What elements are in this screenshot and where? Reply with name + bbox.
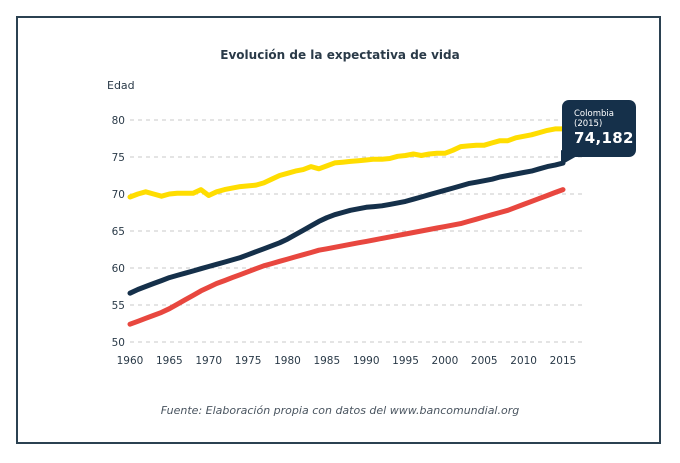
x-tick-label: 2015 <box>550 355 577 367</box>
x-tick-label: 1990 <box>353 355 380 367</box>
series-line-serie-roja <box>127 187 566 327</box>
x-tick-label: 1995 <box>392 355 419 367</box>
tooltip-year: (2015) <box>574 119 603 129</box>
x-tick-label: 1960 <box>117 355 144 367</box>
x-axis-ticks: 1960 1965 1970 1975 1980 1985 1990 1995 2000 2005… <box>117 355 577 367</box>
x-tick-label: 1965 <box>156 355 183 367</box>
y-tick-label: 65 <box>112 226 125 238</box>
series-line-serie-amarilla <box>127 126 566 200</box>
data-tooltip: Colombia (2015) 74,182 <box>562 100 636 157</box>
x-tick-label: 1970 <box>195 355 222 367</box>
y-axis-label: Edad <box>107 79 135 92</box>
x-tick-label: 2005 <box>471 355 498 367</box>
tooltip-country: Colombia <box>574 109 614 119</box>
x-tick-label: 1980 <box>274 355 301 367</box>
source-note: Fuente: Elaboración propia con datos del… <box>160 404 520 417</box>
x-tick-label: 1975 <box>235 355 262 367</box>
chart-title: Evolución de la expectativa de vida <box>220 48 460 62</box>
x-tick-label: 2010 <box>510 355 537 367</box>
series-line-colombia <box>127 160 566 296</box>
y-tick-label: 50 <box>112 337 125 349</box>
x-tick-label: 2000 <box>432 355 459 367</box>
y-tick-label: 55 <box>112 300 125 312</box>
y-axis-ticks: 50 55 60 65 70 75 80 <box>112 115 125 349</box>
tooltip-value: 74,182 <box>574 129 634 147</box>
x-tick-label: 1985 <box>313 355 340 367</box>
y-tick-label: 75 <box>112 152 125 164</box>
y-tick-label: 70 <box>112 189 125 201</box>
y-tick-label: 60 <box>112 263 125 275</box>
series-lines <box>127 126 566 327</box>
y-tick-label: 80 <box>112 115 125 127</box>
gridlines <box>130 119 582 343</box>
chart-frame <box>16 16 661 444</box>
